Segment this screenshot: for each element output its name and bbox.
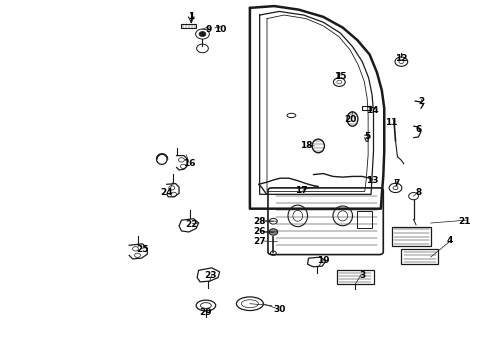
Text: 16: 16 bbox=[183, 159, 195, 168]
Circle shape bbox=[199, 32, 206, 37]
Text: 22: 22 bbox=[185, 220, 197, 229]
Text: 11: 11 bbox=[385, 118, 398, 127]
Text: 28: 28 bbox=[253, 217, 266, 226]
Text: 30: 30 bbox=[273, 305, 285, 314]
Text: 4: 4 bbox=[447, 237, 453, 246]
Text: 21: 21 bbox=[459, 217, 471, 226]
Text: 20: 20 bbox=[344, 114, 356, 123]
Text: 18: 18 bbox=[300, 141, 312, 150]
Text: 23: 23 bbox=[204, 270, 217, 279]
Text: 9: 9 bbox=[205, 25, 212, 34]
Text: 19: 19 bbox=[317, 256, 329, 265]
Text: 17: 17 bbox=[295, 186, 308, 195]
Bar bbox=[362, 107, 370, 110]
Circle shape bbox=[269, 229, 278, 235]
Text: 2: 2 bbox=[418, 96, 424, 105]
Text: 24: 24 bbox=[161, 188, 173, 197]
Bar bbox=[181, 24, 196, 28]
Text: 13: 13 bbox=[366, 176, 378, 185]
Text: 12: 12 bbox=[395, 54, 408, 63]
Bar bbox=[357, 211, 372, 228]
Text: 6: 6 bbox=[416, 125, 421, 134]
Text: 1: 1 bbox=[188, 12, 195, 21]
Text: 26: 26 bbox=[253, 228, 266, 237]
Text: 14: 14 bbox=[366, 105, 378, 114]
Text: 8: 8 bbox=[416, 188, 421, 197]
Text: 7: 7 bbox=[393, 179, 400, 188]
Text: 15: 15 bbox=[334, 72, 346, 81]
Text: 27: 27 bbox=[253, 237, 266, 246]
Text: 10: 10 bbox=[215, 25, 227, 34]
Text: 3: 3 bbox=[359, 270, 366, 279]
Text: 29: 29 bbox=[199, 308, 212, 317]
Text: 5: 5 bbox=[364, 132, 370, 141]
Text: 25: 25 bbox=[136, 246, 148, 255]
